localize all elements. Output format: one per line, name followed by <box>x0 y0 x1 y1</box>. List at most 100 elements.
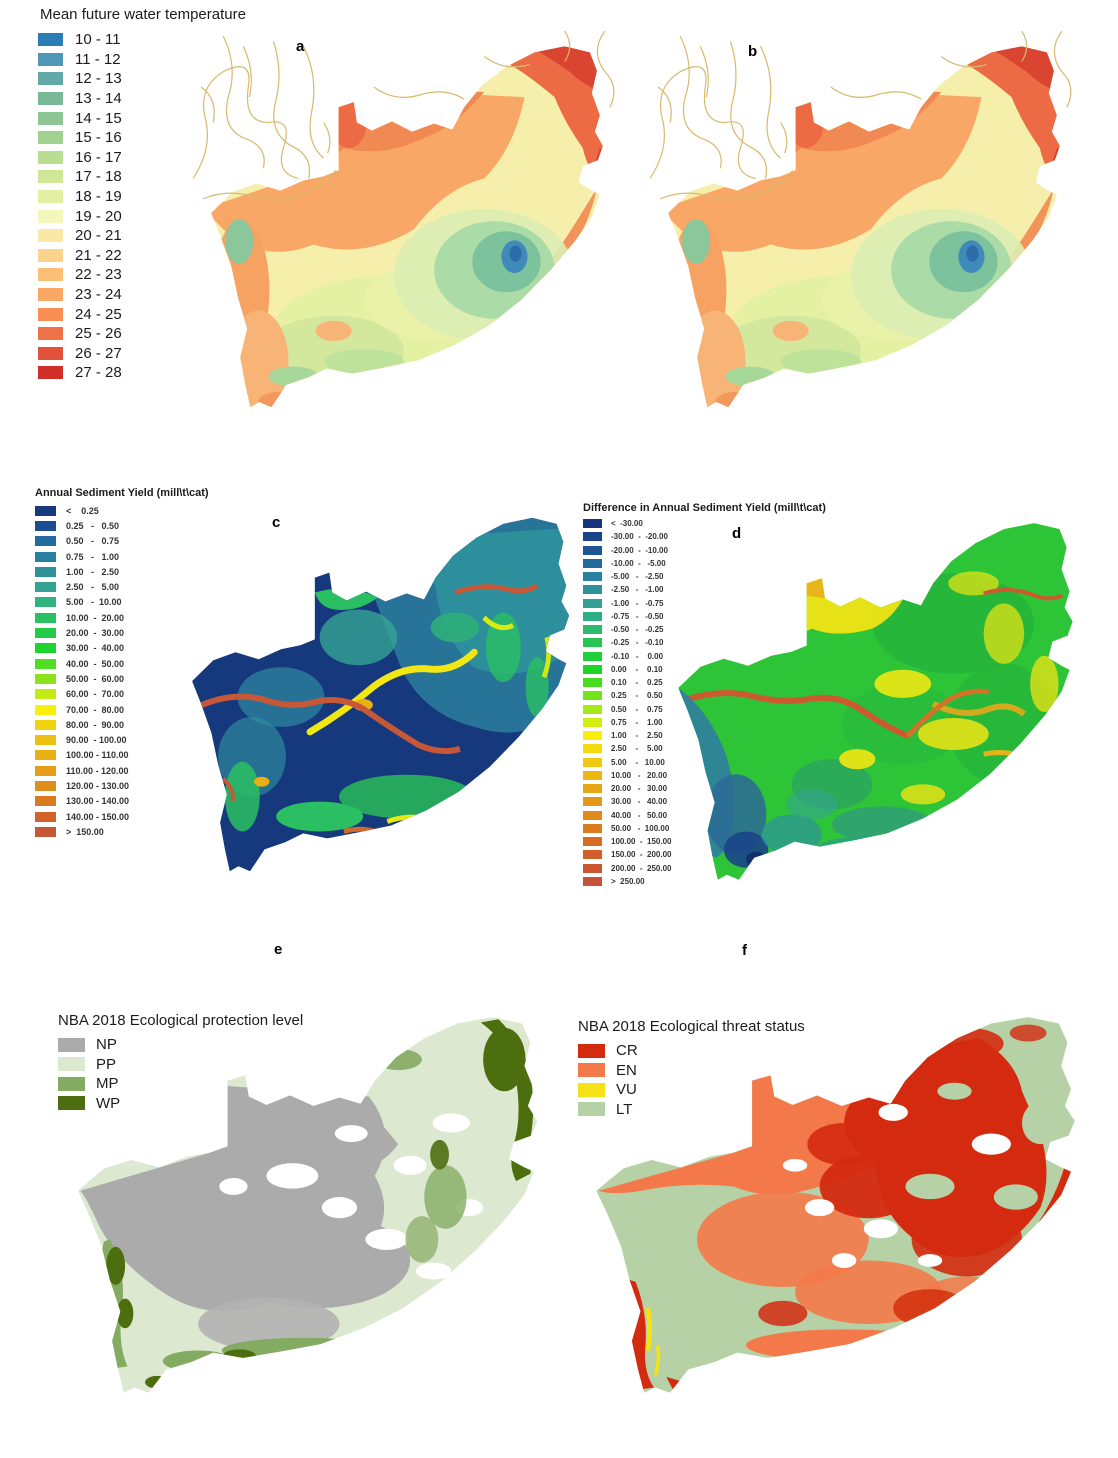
legend-swatch <box>578 1102 605 1117</box>
legend-label: -0.10 - 0.00 <box>611 651 664 661</box>
legend-item: 24 - 25 <box>38 304 246 324</box>
legend-label: 11 - 12 <box>75 50 121 68</box>
legend-label: 130.00 - 140.00 <box>66 796 130 807</box>
legend-label: 100.00 - 150.00 <box>611 837 672 847</box>
legend-item: 15 - 16 <box>38 128 246 148</box>
legend-label: 0.75 - 1.00 <box>611 717 663 727</box>
legend-swatch <box>38 150 63 164</box>
legend-swatch <box>38 288 63 302</box>
legend-swatch <box>583 757 602 767</box>
legend-label: 1.00 - 2.50 <box>66 566 120 577</box>
legend-item: 50.00 - 60.00 <box>35 671 209 686</box>
legend-item: 2.50 - 5.00 <box>35 579 209 594</box>
panel-label-f: f <box>742 942 747 959</box>
legend-item: 10.00 - 20.00 <box>583 769 826 782</box>
legend-item: > 150.00 <box>35 824 209 839</box>
legend-label: < -30.00 <box>611 519 643 529</box>
legend-swatch <box>583 519 602 529</box>
legend-label: 24 - 25 <box>75 305 122 323</box>
legend-label: 30.00 - 40.00 <box>611 797 668 807</box>
legend-swatch <box>583 558 602 568</box>
legend-item: 100.00 - 110.00 <box>35 748 209 763</box>
legend-swatch <box>38 229 63 243</box>
legend-temperature-title: Mean future water temperature <box>40 6 246 23</box>
legend-label: 20.00 - 30.00 <box>611 784 668 794</box>
legend-item: 0.25 - 0.50 <box>583 689 826 702</box>
legend-swatch <box>583 717 602 727</box>
legend-label: 18 - 19 <box>75 188 122 206</box>
legend-swatch <box>35 628 56 639</box>
legend-label: 20.00 - 30.00 <box>66 628 125 639</box>
legend-sediment-diff-title: Difference in Annual Sediment Yield (mil… <box>583 502 826 514</box>
legend-swatch <box>583 585 602 595</box>
legend-item: 5.00 - 10.00 <box>35 595 209 610</box>
legend-swatch <box>583 678 602 688</box>
legend-swatch <box>35 643 56 654</box>
legend-label: MP <box>96 1075 119 1093</box>
legend-swatch <box>35 719 56 730</box>
legend-item: 60.00 - 70.00 <box>35 687 209 702</box>
legend-label: LT <box>616 1100 633 1118</box>
legend-label: 14 - 15 <box>75 109 122 127</box>
legend-label: 0.75 - 1.00 <box>66 551 120 562</box>
legend-swatch <box>35 735 56 746</box>
legend-item: 50.00 - 100.00 <box>583 822 826 835</box>
legend-swatch <box>583 532 602 542</box>
legend-label: 0.50 - 0.75 <box>66 536 120 547</box>
legend-label: 120.00 - 130.00 <box>66 780 130 791</box>
legend-item: LT <box>578 1100 805 1120</box>
legend-item: 11 - 12 <box>38 50 246 70</box>
legend-temperature: Mean future water temperature 10 - 11 11 … <box>38 6 246 383</box>
legend-item: 20 - 21 <box>38 226 246 246</box>
legend-label: 17 - 18 <box>75 168 122 186</box>
legend-swatch <box>583 638 602 648</box>
map-d-sediment-diff <box>650 503 1105 935</box>
legend-item: 140.00 - 150.00 <box>35 809 209 824</box>
legend-swatch <box>35 811 56 822</box>
legend-swatch <box>583 731 602 741</box>
legend-sediment-diff-rows: < -30.00 -30.00 - -20.00 -20.00 - -10.00 -1… <box>583 517 826 888</box>
legend-swatch <box>583 863 602 873</box>
legend-item: 90.00 - 100.00 <box>35 732 209 747</box>
legend-item: 13 - 14 <box>38 89 246 109</box>
legend-item: 0.75 - 1.00 <box>583 716 826 729</box>
legend-label: PP <box>96 1055 117 1073</box>
panel-label-d: d <box>732 525 742 542</box>
legend-swatch <box>35 658 56 669</box>
legend-swatch <box>38 248 63 262</box>
legend-swatch <box>38 346 63 360</box>
legend-item: 27 - 28 <box>38 363 246 383</box>
legend-swatch <box>38 33 63 47</box>
legend-label: 1.00 - 2.50 <box>611 731 663 741</box>
legend-swatch <box>583 598 602 608</box>
legend-swatch <box>38 366 63 380</box>
legend-item: 130.00 - 140.00 <box>35 794 209 809</box>
legend-label: 90.00 - 100.00 <box>66 735 127 746</box>
map-c-sediment-yield <box>165 498 600 926</box>
legend-item: 40.00 - 50.00 <box>583 809 826 822</box>
legend-swatch <box>583 784 602 794</box>
legend-swatch <box>38 52 63 66</box>
legend-label: 100.00 - 110.00 <box>66 750 129 761</box>
legend-swatch <box>578 1043 605 1058</box>
legend-label: -30.00 - -20.00 <box>611 532 668 542</box>
legend-protection-title: NBA 2018 Ecological protection level <box>58 1012 304 1029</box>
legend-swatch <box>38 307 63 321</box>
legend-swatch <box>35 566 56 577</box>
legend-item: -0.75 - -0.50 <box>583 610 826 623</box>
legend-label: 70.00 - 80.00 <box>66 704 125 715</box>
legend-label: -5.00 - -2.50 <box>611 572 664 582</box>
legend-sediment-yield-title: Annual Sediment Yield (mill\t\cat) <box>35 487 209 499</box>
legend-item: 2.50 - 5.00 <box>583 742 826 755</box>
legend-label: CR <box>616 1042 638 1060</box>
legend-swatch <box>38 170 63 184</box>
legend-label: 0.00 - 0.10 <box>611 664 663 674</box>
legend-item: 120.00 - 130.00 <box>35 778 209 793</box>
legend-item: 70.00 - 80.00 <box>35 702 209 717</box>
legend-item: MP <box>58 1074 303 1094</box>
map-b-water-temperature <box>640 26 1092 463</box>
legend-item: 1.00 - 2.50 <box>35 564 209 579</box>
legend-item: 23 - 24 <box>38 285 246 305</box>
legend-label: 27 - 28 <box>75 364 122 382</box>
legend-item: 19 - 20 <box>38 206 246 226</box>
